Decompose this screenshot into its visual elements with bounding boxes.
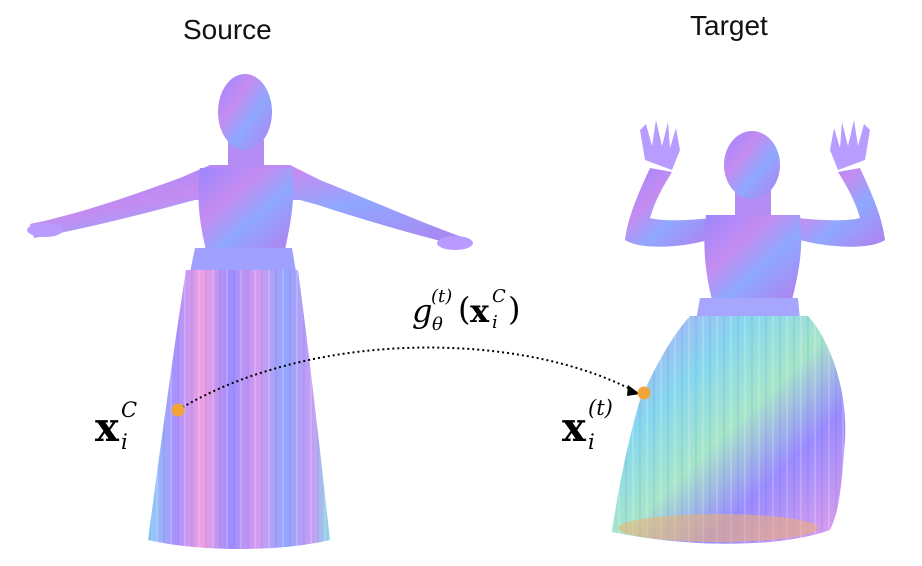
target-head — [724, 131, 780, 199]
target-left-hand — [640, 120, 680, 170]
source-point-marker — [172, 404, 185, 417]
source-head — [218, 74, 272, 150]
source-point-base: x — [95, 404, 119, 451]
mapping-func-sup: (t) — [431, 286, 452, 307]
mapping-arg: x — [470, 292, 489, 330]
mapping-label: g (t) θ ( x C i ) — [412, 290, 542, 346]
source-right-hand — [437, 236, 473, 250]
target-title: Target — [690, 10, 768, 42]
source-point-sub: i — [121, 430, 128, 454]
mapping-func: g — [412, 292, 432, 330]
target-left-arm — [625, 168, 712, 247]
source-point-sup: C — [121, 398, 137, 422]
target-right-arm — [796, 168, 885, 247]
source-torso — [198, 168, 293, 250]
mapping-close-paren: ) — [508, 290, 520, 328]
target-point-sup: (t) — [588, 396, 613, 420]
target-point-base: x — [562, 404, 586, 451]
source-waistband — [190, 248, 296, 272]
target-skirt-base — [618, 514, 818, 542]
target-point-label: x (t) i — [562, 398, 642, 458]
source-point-label: x C i — [95, 400, 165, 460]
mapping-open-paren: ( — [458, 290, 470, 328]
source-title: Source — [183, 14, 272, 46]
source-left-hand — [27, 223, 63, 237]
target-point-sub: i — [588, 430, 595, 454]
target-torso — [704, 215, 801, 300]
mapping-arg-sub: i — [492, 312, 498, 333]
mapping-arg-sup: C — [492, 286, 506, 307]
target-right-hand — [830, 120, 870, 170]
source-figure — [27, 74, 473, 549]
mapping-func-sub: θ — [432, 314, 443, 335]
target-figure — [612, 120, 885, 544]
